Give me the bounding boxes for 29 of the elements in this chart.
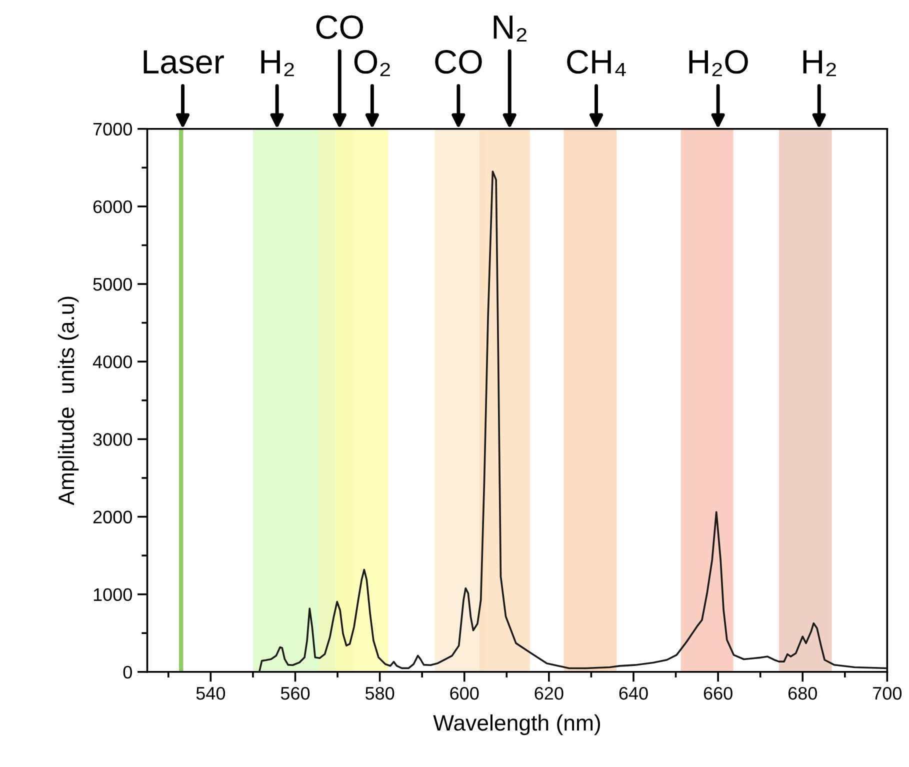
y-tick-label: 5000 [93, 278, 132, 291]
annotation: H₂ [803, 50, 836, 76]
x-tick-label: 620 [534, 686, 564, 700]
x-tick-label: 580 [365, 686, 394, 700]
annotation: H₂O [689, 50, 748, 76]
line-series [258, 170, 888, 672]
annotation: O₂ [354, 50, 390, 76]
annotation: CO [435, 50, 482, 74]
annotation: CO [316, 15, 364, 39]
y-tick-label: 4000 [92, 356, 132, 368]
x-tick-label: 600 [450, 686, 479, 700]
annotation: H₂ [261, 50, 294, 76]
x-tick-label: 640 [619, 686, 648, 700]
x-axis-title: Wavelength (nm) [433, 714, 600, 736]
annotation: Laser [144, 50, 224, 74]
annotation: CH₄ [567, 50, 626, 76]
y-tick-label: 7000 [93, 122, 132, 136]
y-tick-label: 2000 [93, 510, 132, 524]
y-tick-label: 1000 [94, 588, 132, 602]
x-tick-label: 540 [196, 686, 226, 700]
x-tick-label: 560 [280, 686, 310, 700]
y-axis-title: Amplitude units (a.u) [58, 296, 79, 506]
y-tick-label: 0 [123, 666, 132, 679]
x-tick-label: 700 [873, 686, 902, 700]
y-tick-label: 6000 [93, 200, 132, 214]
y-tick-label: 3000 [93, 433, 132, 446]
x-tick-label: 680 [788, 686, 817, 700]
annotation: N₂ [494, 16, 526, 42]
x-tick-label: 660 [704, 686, 732, 700]
